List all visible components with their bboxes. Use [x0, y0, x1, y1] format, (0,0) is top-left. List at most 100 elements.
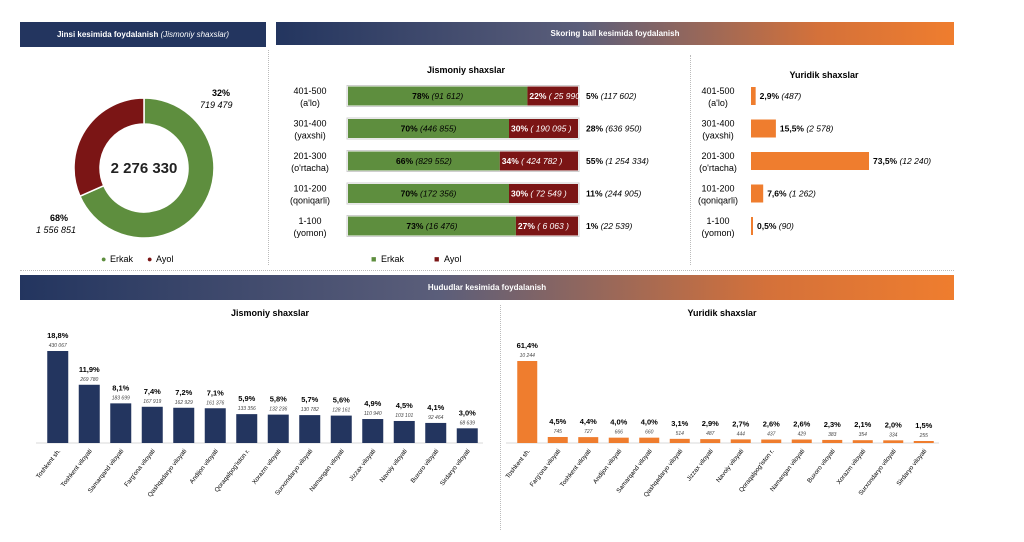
- score-bar-female: [515, 216, 578, 236]
- score-range-label: 1-100: [298, 216, 321, 226]
- score-bar-female: [509, 184, 578, 203]
- score-individuals-chart: Jismoniy shaxslar 401-500 (a'lo) 78% (91 61…: [290, 65, 649, 264]
- region-ind-count-label: 103 101: [395, 413, 413, 419]
- region-ind-category-label: Toshkent sh.: [35, 448, 62, 480]
- region-ind-pct-label: 5,6%: [333, 396, 350, 405]
- region-ind-bar: [204, 408, 226, 443]
- region-legal-count-label: 255: [919, 433, 929, 439]
- region-ind-category-label: Toshkent viloyati: [60, 448, 94, 489]
- donut-slice-ayol: [73, 97, 145, 198]
- score-range-label: 401-500: [293, 86, 326, 96]
- region-ind-pct-label: 7,2%: [175, 388, 192, 397]
- region-ind-category-label: Samarqand viloyati: [87, 448, 125, 495]
- region-ind-count-label: 92 464: [428, 415, 444, 421]
- region-ind-count-label: 269 780: [79, 377, 98, 383]
- legal-range-label: 101-200: [701, 184, 734, 194]
- region-ind-bar: [330, 415, 352, 443]
- score-total-label: 1% (22 539): [586, 221, 632, 231]
- scoring-banner-title: Skoring ball kesimida foydalanish: [550, 29, 680, 38]
- region-legal-category-label: Toshkent sh.: [505, 448, 532, 480]
- score-legend-ayol-label: Ayol: [444, 254, 461, 264]
- region-legal-count-label: 10 244: [520, 353, 536, 359]
- scoring-banner: Skoring ball kesimida foydalanish: [276, 22, 954, 45]
- score-bar-male: [348, 86, 528, 106]
- region-legal-bar: [547, 436, 568, 443]
- region-legal-count-label: 444: [737, 431, 746, 437]
- region-legal-pct-label: 4,5%: [549, 417, 566, 426]
- region-legal-count-label: 487: [706, 431, 715, 437]
- score-grade-label: (yomon): [293, 228, 326, 238]
- gender-banner-note: (Jismoniy shaxslar): [160, 30, 230, 39]
- donut-slice-erkak: [78, 97, 215, 239]
- score-female-label: 30% ( 190 095 ): [511, 124, 572, 134]
- region-legal-count-label: 437: [767, 432, 776, 438]
- region-legal-bar: [822, 439, 843, 443]
- region-legal-count-label: 334: [889, 432, 898, 438]
- region-legal-category-label: Farg'ona viloyati: [529, 448, 563, 488]
- region-ind-count-label: 68 639: [460, 420, 476, 426]
- region-ind-bar: [110, 403, 132, 443]
- region-ind-count-label: 133 356: [238, 406, 256, 412]
- legal-range-label: 201-300: [701, 151, 734, 161]
- region-ind-pct-label: 5,8%: [270, 395, 287, 404]
- region-ind-category-label: Qoraqalpog'iston r.: [213, 448, 251, 494]
- region-legal-pct-label: 61,4%: [517, 341, 539, 350]
- region-legal-bar: [791, 439, 812, 443]
- region-ind-category-label: Namangan viloyati: [308, 448, 345, 493]
- region-ind-category-label: Xorazm viloyati: [251, 448, 283, 486]
- region-ind-count-label: 183 699: [112, 395, 130, 401]
- region-ind-pct-label: 5,7%: [301, 395, 318, 404]
- region-legal-bar: [700, 439, 721, 443]
- region-legal-category-label: Sirdaryo viloyati: [895, 448, 928, 487]
- score-female-label: 30% ( 72 549 ): [511, 189, 567, 199]
- region-ind-pct-label: 3,0%: [459, 408, 476, 417]
- region-legal-bar: [852, 440, 873, 443]
- score-grade-label: (yaxshi): [294, 131, 326, 141]
- score-male-label: 70% (446 855): [401, 124, 457, 134]
- legal-score-bar: [751, 184, 764, 203]
- score-male-label: 66% (829 552): [396, 156, 452, 166]
- legal-range-label: 301-400: [701, 119, 734, 129]
- region-legal-count-label: 429: [798, 432, 807, 438]
- region-legal-title: Yuridik shaxslar: [687, 308, 757, 318]
- region-legal-pct-label: 2,6%: [793, 420, 810, 429]
- regions-banner-title: Hududlar kesimida foydalanish: [427, 283, 547, 292]
- region-ind-pct-label: 4,9%: [364, 399, 381, 408]
- region-ind-count-label: 161 376: [206, 400, 224, 406]
- score-bar-frame: [346, 117, 580, 140]
- region-ind-count-label: 130 782: [301, 407, 319, 413]
- region-legal-category-label: Namangan viloyati: [769, 448, 806, 493]
- region-legal-bar: [578, 437, 599, 443]
- donut-erkak-value: 1 556 851: [36, 225, 76, 235]
- region-legal-count-label: 745: [554, 429, 563, 435]
- region-legal-pct-label: 2,1%: [854, 420, 871, 429]
- legal-score-label: 7,6% (1 262): [767, 189, 816, 199]
- region-legal-chart: Yuridik shaxslar 61,4% 10 244 Toshkent sh. 4…: [505, 308, 939, 499]
- region-ind-count-label: 162 929: [175, 400, 193, 406]
- legal-grade-label: (o'rtacha): [699, 163, 737, 173]
- region-ind-pct-label: 7,4%: [144, 387, 161, 396]
- region-ind-pct-label: 5,9%: [238, 394, 255, 403]
- gender-banner: Jinsi kesimida foydalanish (Jismoniy sha…: [20, 22, 266, 47]
- region-legal-pct-label: 4,0%: [610, 418, 627, 427]
- legal-score-bar: [751, 87, 756, 105]
- legal-grade-label: (yomon): [701, 228, 734, 238]
- legal-range-label: 1-100: [706, 216, 729, 226]
- score-male-label: 73% (16 476): [406, 221, 457, 231]
- score-grade-label: (qoniqarli): [290, 196, 330, 206]
- region-legal-bar: [639, 437, 660, 443]
- region-ind-bar: [173, 407, 195, 443]
- region-legal-category-label: Andijon viloyati: [592, 448, 623, 485]
- region-ind-bar: [267, 414, 289, 443]
- region-ind-bar: [362, 419, 384, 443]
- legal-score-label: 2,9% (487): [760, 91, 802, 101]
- legend-erkak-label: Erkak: [110, 254, 134, 264]
- region-legal-bar: [730, 439, 751, 443]
- region-legal-pct-label: 2,0%: [885, 420, 902, 429]
- region-ind-category-label: Navoiy viloyati: [379, 448, 409, 484]
- score-legend-erkak-label: Erkak: [381, 254, 405, 264]
- region-legal-bar: [517, 361, 538, 443]
- region-ind-bar: [78, 384, 100, 443]
- region-legal-pct-label: 4,4%: [580, 417, 597, 426]
- score-range-label: 201-300: [293, 151, 326, 161]
